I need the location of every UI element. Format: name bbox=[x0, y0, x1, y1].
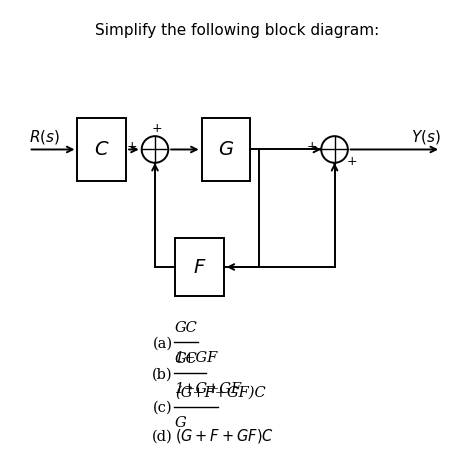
Text: $Y(s)$: $Y(s)$ bbox=[411, 128, 441, 146]
Bar bbox=[175, 239, 224, 296]
Text: (c): (c) bbox=[153, 400, 173, 414]
Text: Simplify the following block diagram:: Simplify the following block diagram: bbox=[95, 23, 379, 38]
Bar bbox=[77, 119, 126, 181]
Text: G: G bbox=[175, 414, 187, 428]
Text: $F$: $F$ bbox=[192, 258, 206, 276]
Text: (a): (a) bbox=[153, 336, 173, 350]
Text: 1+G+GF: 1+G+GF bbox=[175, 382, 242, 396]
Text: (G+F+GF)C: (G+F+GF)C bbox=[175, 385, 266, 399]
Text: $C$: $C$ bbox=[94, 141, 109, 159]
Text: GC: GC bbox=[175, 321, 198, 335]
Text: $(G + F + GF)C$: $(G + F + GF)C$ bbox=[175, 427, 274, 445]
Text: GC: GC bbox=[175, 352, 198, 366]
Text: +: + bbox=[306, 140, 317, 153]
Text: (d): (d) bbox=[152, 428, 173, 442]
Text: $R(s)$: $R(s)$ bbox=[28, 128, 60, 146]
Bar bbox=[201, 119, 250, 181]
Text: +: + bbox=[151, 121, 162, 134]
Text: +: + bbox=[127, 140, 137, 153]
Text: 1+GF: 1+GF bbox=[175, 350, 218, 364]
Text: $G$: $G$ bbox=[218, 141, 234, 159]
Text: +: + bbox=[347, 155, 357, 168]
Text: (b): (b) bbox=[152, 367, 173, 381]
